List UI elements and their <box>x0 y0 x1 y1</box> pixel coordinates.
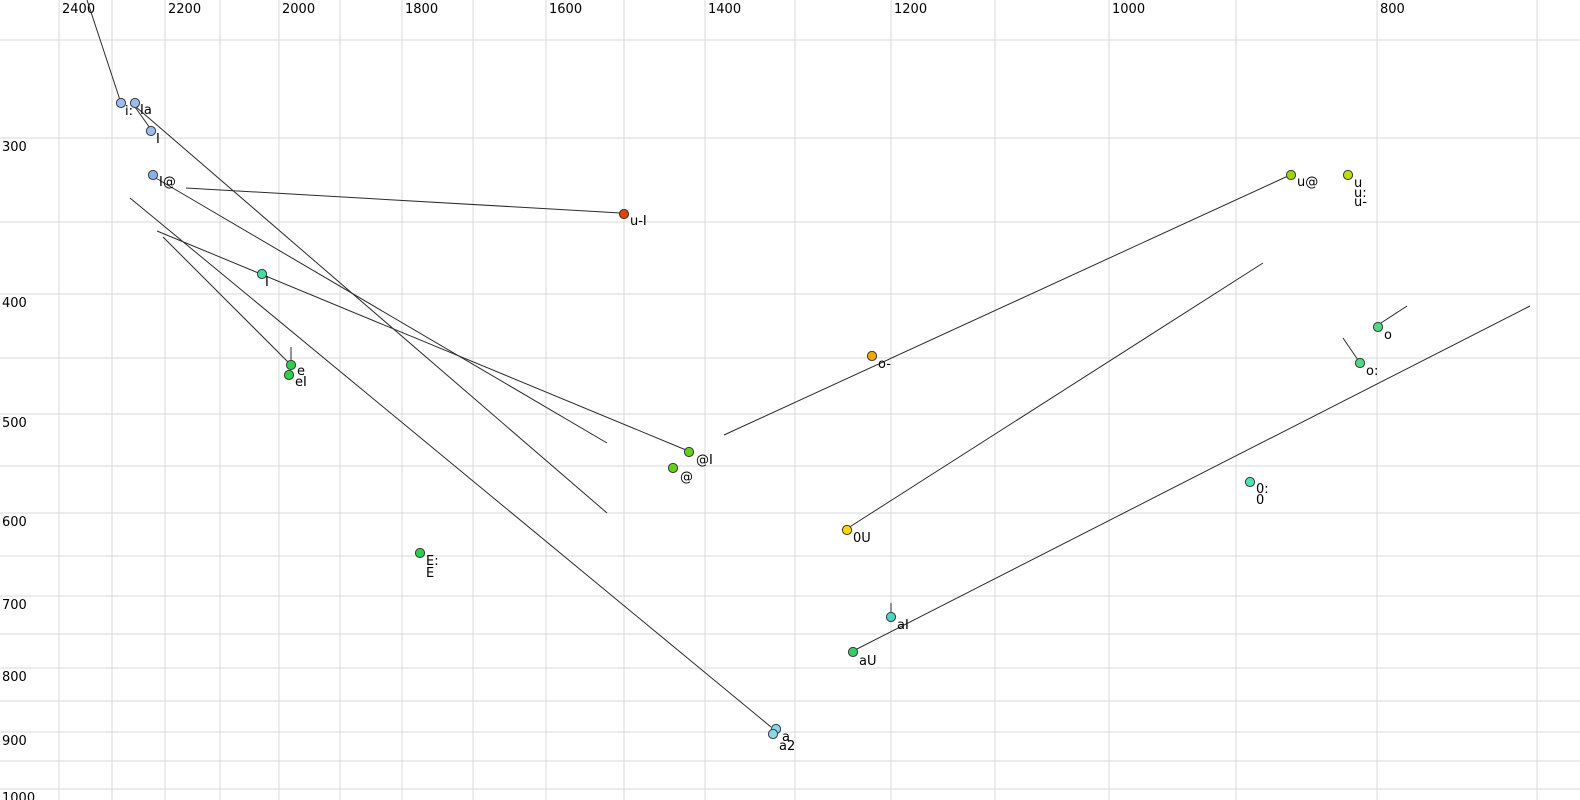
point-label-u: u <box>1354 176 1362 191</box>
y-tick-label: 400 <box>2 296 27 311</box>
x-tick-label: 1200 <box>894 2 927 17</box>
data-point-I <box>145 125 157 137</box>
point-label-Ia: Ia <box>140 103 152 118</box>
point-label-u: u: <box>1354 186 1367 201</box>
point-label-schwa: @ <box>680 470 693 485</box>
y-tick-label: 300 <box>2 140 27 155</box>
point-label-aI: aI <box>897 618 909 633</box>
data-point-E <box>414 547 426 559</box>
trajectory-line-I-schwa-trajectory <box>153 176 608 444</box>
x-tick-label: 1600 <box>549 2 582 17</box>
data-point-0U <box>841 524 853 536</box>
point-label-0U: 0U <box>853 531 871 546</box>
x-tick-label: 2400 <box>62 2 95 17</box>
y-tick-label: 500 <box>2 416 27 431</box>
data-point-I-schwa <box>147 169 159 181</box>
data-point-u-I <box>618 208 630 220</box>
x-tick-label: 2000 <box>282 2 315 17</box>
data-point-0-long <box>1244 476 1256 488</box>
trajectory-line-to-schwa-I <box>156 230 687 451</box>
point-label-u-schwa: u@ <box>1297 175 1318 190</box>
x-tick-label: 1000 <box>1112 2 1145 17</box>
x-tick-label: 1400 <box>708 2 741 17</box>
data-point-Ia <box>129 97 141 109</box>
data-point-aU <box>847 646 859 658</box>
data-point-i-long <box>115 97 127 109</box>
y-tick-label: 900 <box>2 734 27 749</box>
trajectory-line-u-I-trajectory <box>185 187 622 214</box>
point-label-u-I: u-I <box>630 214 647 229</box>
y-tick-label: 800 <box>2 670 27 685</box>
data-point-schwa <box>667 462 679 474</box>
trajectory-line-u-schwa-trajectory <box>723 175 1289 436</box>
point-label-u: u- <box>1354 195 1367 210</box>
point-label-e: e <box>297 364 305 379</box>
x-tick-label: 800 <box>1380 2 1405 17</box>
data-point-o <box>1372 321 1384 333</box>
trajectory-line-o-long-trajectory <box>1342 337 1359 361</box>
trajectory-line-Ia-to-I <box>134 106 151 129</box>
y-tick-label: 1000 <box>2 791 35 800</box>
trajectory-line-to-a2 <box>129 197 772 728</box>
point-label-E: E <box>426 566 434 581</box>
point-label-o-bar: o- <box>878 357 891 372</box>
y-tick-label: 600 <box>2 515 27 530</box>
data-point-I-green <box>256 268 268 280</box>
data-point-o-bar <box>866 350 878 362</box>
point-label-0-long: 0 <box>1256 493 1264 508</box>
data-point-a2 <box>767 728 779 740</box>
data-point-aI <box>885 611 897 623</box>
point-label-I: I <box>156 132 160 147</box>
point-label-schwa-I: @I <box>696 453 713 468</box>
point-label-eI: eI <box>295 375 307 390</box>
point-label-o-long: o: <box>1366 364 1378 379</box>
trajectory-line-aU-trajectory <box>854 305 1531 651</box>
point-label-aU: aU <box>859 654 876 669</box>
point-label-E: E: <box>426 554 439 569</box>
data-point-eI <box>283 369 295 381</box>
data-point-o-long <box>1354 357 1366 369</box>
trajectory-line-into-i-long <box>86 0 121 101</box>
y-tick-label: 700 <box>2 598 27 613</box>
data-point-schwa-I <box>683 446 695 458</box>
point-label-I-green: I <box>265 275 269 290</box>
x-tick-label: 1800 <box>405 2 438 17</box>
data-point-u-schwa <box>1285 169 1297 181</box>
point-label-a2: a2 <box>779 739 795 754</box>
point-label-o: o <box>1384 328 1392 343</box>
point-label-0-long: 0: <box>1256 482 1269 497</box>
trajectory-line-0U-trajectory <box>847 262 1264 529</box>
point-label-a: a <box>782 730 790 745</box>
x-tick-label: 2200 <box>168 2 201 17</box>
data-point-e <box>285 359 297 371</box>
point-label-i-long: i: <box>125 104 133 119</box>
point-label-I-schwa: I@ <box>159 175 176 190</box>
data-point-u <box>1342 169 1354 181</box>
trajectory-line-o-trajectory <box>1380 305 1408 324</box>
trajectory-line-to-e <box>162 236 289 363</box>
trajectory-line-Ia-trajectory <box>135 106 608 514</box>
